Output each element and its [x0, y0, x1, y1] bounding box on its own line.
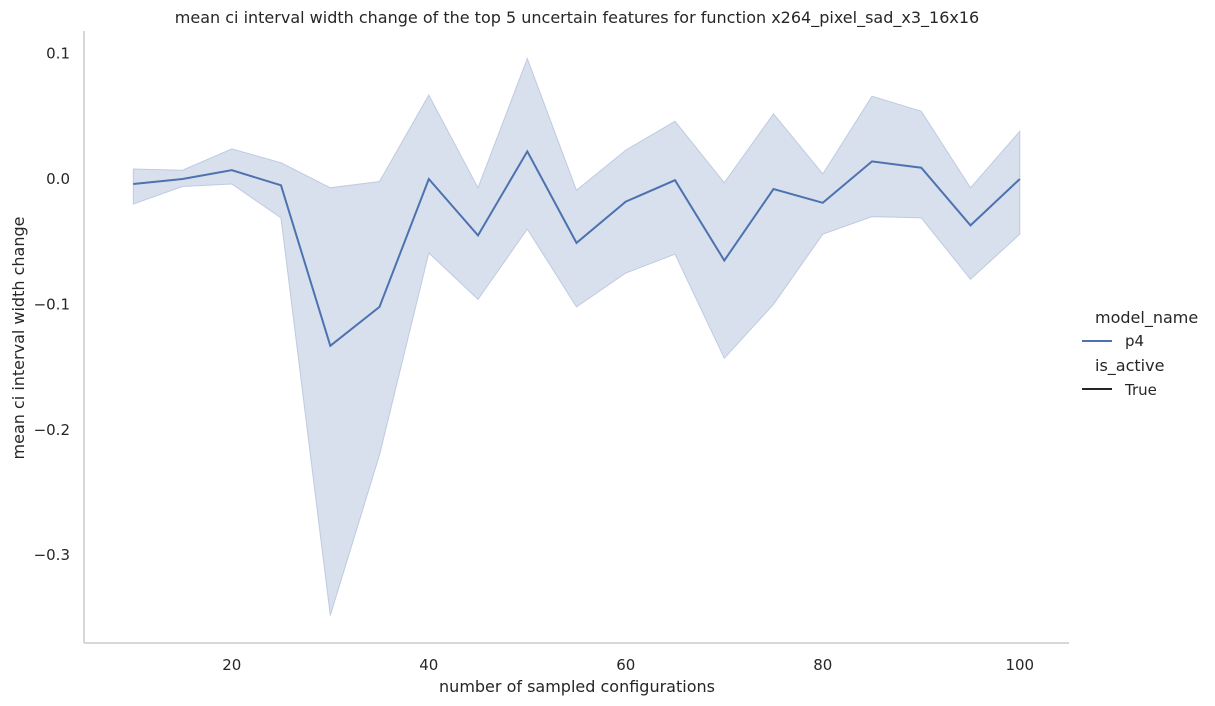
- legend-title-model-name: model_name: [1095, 308, 1198, 328]
- data-point-p4: [919, 166, 923, 170]
- y-tick-label: −0.2: [34, 421, 70, 439]
- data-point-p4: [279, 183, 283, 187]
- data-point-p4: [673, 178, 677, 182]
- data-point-p4: [131, 182, 135, 186]
- plot-area: [131, 57, 1022, 616]
- x-tick-label: 100: [1005, 656, 1034, 674]
- data-point-p4: [427, 177, 431, 181]
- x-tick-label: 40: [419, 656, 438, 674]
- y-axis-label: mean ci interval width change: [9, 217, 28, 460]
- y-tick-label: −0.1: [34, 295, 70, 313]
- data-point-p4: [870, 159, 874, 163]
- x-tick-label: 20: [222, 656, 241, 674]
- y-tick-label: −0.3: [34, 546, 70, 564]
- x-tick-label: 80: [813, 656, 832, 674]
- data-point-p4: [575, 241, 579, 245]
- data-point-p4: [772, 187, 776, 191]
- x-tick-label: 60: [616, 656, 635, 674]
- data-point-p4: [181, 177, 185, 181]
- data-point-p4: [378, 305, 382, 309]
- axes: 20 40 60 80 100 0.1 0.0 −0.1 −0.2 −0.3: [34, 31, 1069, 674]
- data-point-p4: [230, 168, 234, 172]
- data-point-p4: [624, 200, 628, 204]
- legend-title-is-active: is_active: [1095, 356, 1164, 376]
- data-point-p4: [1018, 177, 1022, 181]
- legend: model_name p4 is_active True: [1082, 308, 1198, 399]
- chart-title: mean ci interval width change of the top…: [175, 8, 979, 28]
- y-tick-label: 0.1: [46, 45, 70, 63]
- legend-label-p4: p4: [1125, 332, 1144, 350]
- data-point-p4: [821, 201, 825, 205]
- y-tick-labels: 0.1 0.0 −0.1 −0.2 −0.3: [34, 45, 70, 565]
- data-point-p4: [328, 344, 332, 348]
- x-tick-labels: 20 40 60 80 100: [222, 656, 1034, 674]
- data-point-p4: [722, 259, 726, 263]
- confidence-band-p4: [132, 57, 1021, 616]
- y-tick-label: 0.0: [46, 170, 70, 188]
- legend-label-true: True: [1124, 381, 1157, 399]
- x-axis-label: number of sampled configurations: [439, 677, 715, 696]
- data-point-p4: [476, 233, 480, 237]
- series-line-p4: [133, 149, 1021, 348]
- data-point-p4: [525, 149, 529, 153]
- data-point-p4: [969, 223, 973, 227]
